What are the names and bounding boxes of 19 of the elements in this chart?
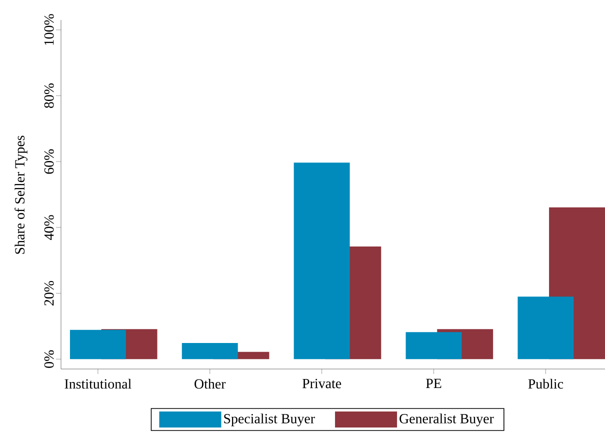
y-axis-title: Share of Seller Types [14,136,28,254]
bar [518,296,574,360]
legend-label: Generalist Buyer [400,414,494,426]
y-tick-label: 100% [44,14,54,45]
y-tick-label: 20% [44,280,54,306]
legend-label: Specialist Buyer [224,414,315,426]
bar [70,330,126,360]
x-tick-label: Public [528,378,564,389]
bar [406,332,462,360]
bar [294,162,350,360]
x-tick-label: PE [426,378,442,388]
y-tick-label: 80% [44,83,54,108]
y-tick-label: 0% [44,350,54,368]
y-tick-label: 60% [44,149,54,174]
x-tick-label: Private [302,378,342,388]
y-tick-label: 40% [44,215,54,240]
x-tick-label: Other [194,378,226,389]
x-tick-label: Institutional [64,378,132,389]
bar [182,342,238,360]
